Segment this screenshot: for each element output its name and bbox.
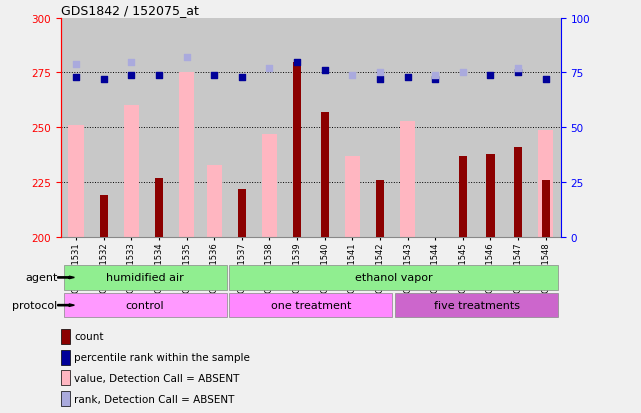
Bar [376,180,384,237]
Point [513,66,523,72]
Bar [155,178,163,237]
Point [292,59,302,66]
Bar [124,106,139,237]
FancyBboxPatch shape [229,293,392,318]
Text: five treatments: five treatments [433,300,520,311]
Bar [538,130,553,237]
Bar [262,135,277,237]
Bar [459,157,467,237]
Bar [179,73,194,237]
Bar [238,189,246,237]
Point [209,72,219,79]
Text: percentile rank within the sample: percentile rank within the sample [74,352,251,362]
Bar [206,165,222,237]
Point [71,61,81,68]
Bar [293,62,301,237]
Point [403,74,413,81]
Bar [345,157,360,237]
Point [264,66,274,72]
FancyBboxPatch shape [395,293,558,318]
Text: agent: agent [25,273,58,283]
Point [154,72,164,79]
FancyBboxPatch shape [63,266,227,290]
Point [237,74,247,81]
Point [485,72,495,79]
Bar [61,370,71,385]
Point [430,72,440,79]
FancyBboxPatch shape [229,266,558,290]
Point [126,59,137,66]
Point [181,55,192,61]
Point [540,76,551,83]
Bar [542,180,550,237]
Point [458,70,468,76]
Bar [514,148,522,237]
Point [320,68,330,74]
Text: value, Detection Call = ABSENT: value, Detection Call = ABSENT [74,373,240,383]
Bar [320,113,329,237]
Point [375,70,385,76]
Point [347,72,358,79]
Text: one treatment: one treatment [271,300,351,311]
Bar [400,121,415,237]
Bar [69,126,84,237]
Text: count: count [74,332,104,342]
Text: ethanol vapor: ethanol vapor [355,273,433,283]
Text: control: control [126,300,165,311]
Bar [99,196,108,237]
Text: rank, Detection Call = ABSENT: rank, Detection Call = ABSENT [74,394,235,404]
Point [71,74,81,81]
Point [375,76,385,83]
Point [430,76,440,83]
Text: protocol: protocol [12,300,58,311]
Bar [487,154,495,237]
Bar [61,391,71,406]
FancyBboxPatch shape [63,293,227,318]
Point [513,70,523,76]
Bar [61,329,71,344]
Bar [61,350,71,365]
Point [99,76,109,83]
Text: GDS1842 / 152075_at: GDS1842 / 152075_at [61,5,199,17]
Text: humidified air: humidified air [106,273,184,283]
Point [126,72,137,79]
